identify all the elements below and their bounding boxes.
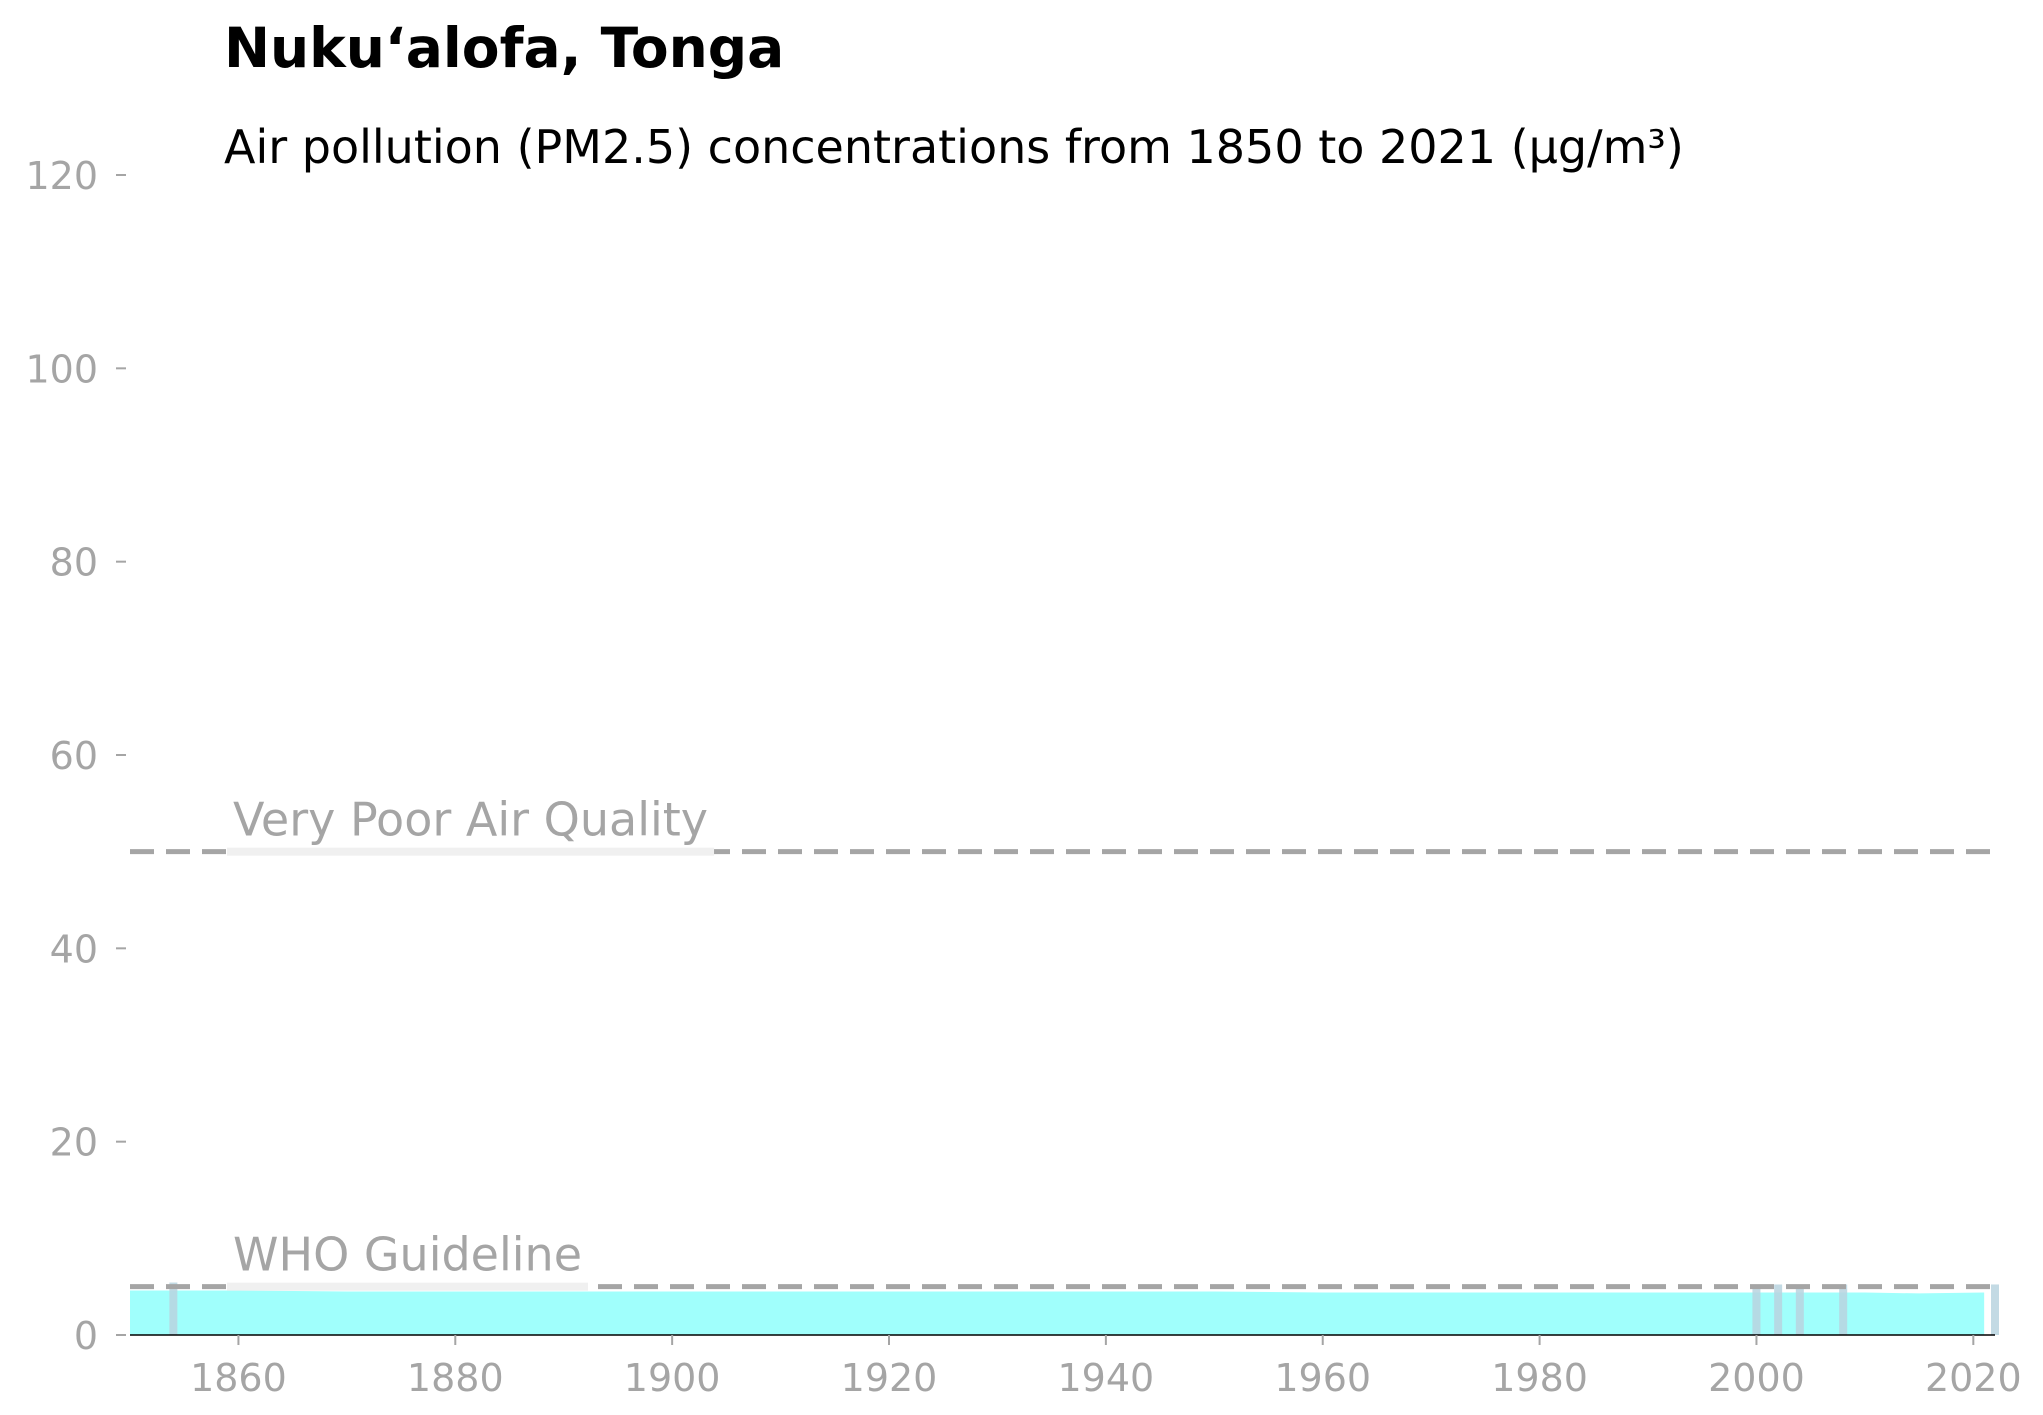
reference-label-bg-0 — [227, 847, 715, 856]
highlight-bar-1854 — [169, 1282, 178, 1335]
y-tick-label-80: 80 — [50, 541, 98, 585]
y-tick-label-60: 60 — [50, 734, 98, 778]
reference-label-1: WHO Guideline — [233, 1228, 582, 1282]
reference-label-0: Very Poor Air Quality — [233, 793, 708, 847]
x-tick-label-1960: 1960 — [1274, 1356, 1371, 1400]
area-layer — [130, 1290, 1985, 1335]
highlight-bar-2002 — [1774, 1284, 1783, 1335]
x-tick-label-2000: 2000 — [1708, 1356, 1805, 1400]
axes: 0 20 40 60 80 100 120 1860 1880 1900 1920 1940 1960 1… — [25, 154, 2021, 1400]
x-tick-label-1860: 1860 — [190, 1356, 287, 1400]
y-tick-label-20: 20 — [50, 1121, 98, 1165]
x-tick-label-1940: 1940 — [1058, 1356, 1155, 1400]
x-tick-label-2020: 2020 — [1925, 1356, 2022, 1400]
chart-title: Nuku‘alofa, Tonga — [224, 16, 785, 80]
chart-subtitle: Air pollution (PM2.5) concentrations fro… — [224, 120, 1684, 174]
y-tick-label-0: 0 — [74, 1314, 98, 1358]
y-tick-label-40: 40 — [50, 927, 98, 971]
highlight-layer — [169, 1282, 1999, 1335]
highlight-bar-2000 — [1752, 1284, 1761, 1335]
highlight-bar-2008 — [1839, 1284, 1848, 1335]
x-tick-label-1900: 1900 — [624, 1356, 721, 1400]
highlight-bar-2004 — [1795, 1284, 1804, 1335]
reference-label-bg-1 — [227, 1282, 589, 1291]
x-tick-label-1920: 1920 — [841, 1356, 938, 1400]
reference-lines: Very Poor Air Quality WHO Guideline — [130, 793, 1995, 1291]
y-tick-label-100: 100 — [25, 347, 98, 391]
highlight-bar-2022 — [1991, 1284, 1999, 1335]
y-tick-label-120: 120 — [25, 154, 98, 198]
x-tick-label-1880: 1880 — [407, 1356, 504, 1400]
x-tick-label-1980: 1980 — [1491, 1356, 1588, 1400]
area-series-0 — [130, 1290, 1985, 1335]
